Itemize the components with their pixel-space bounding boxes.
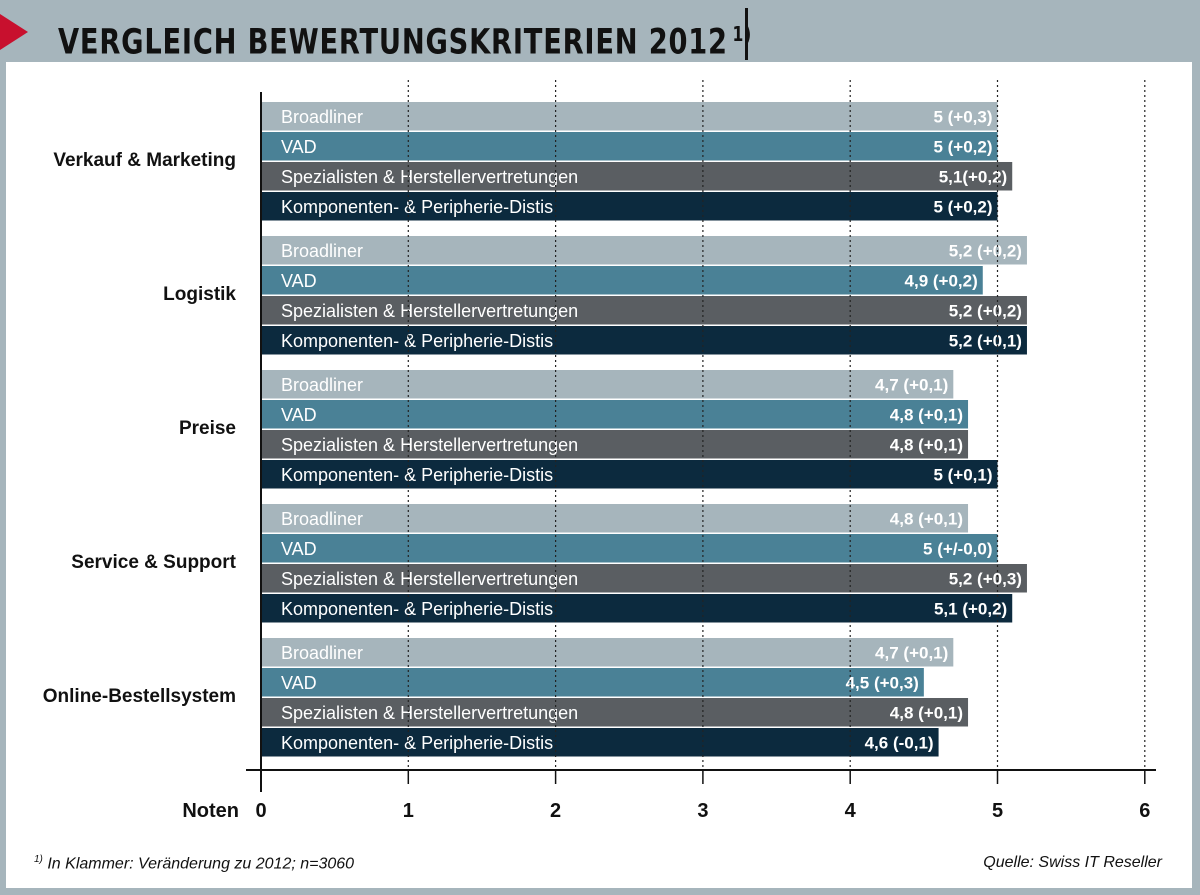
bar [261,564,1027,593]
x-tick-label: 1 [403,800,414,822]
bar-chart: Broadliner 5 (+0,3) VAD 5 (+0,2) Spezialiste… [43,80,1156,822]
bar-series-label: VAD [281,673,317,693]
bar-value-label: 4,8 (+0,1) [890,405,963,424]
footnote: 1) In Klammer: Veränderung zu 2012; n=30… [34,854,354,873]
bar-series-label: Broadliner [281,509,363,529]
bar [261,296,1027,325]
x-tick-label: 4 [845,800,857,822]
category-label: Service & Support [71,552,236,573]
bar-series-label: Broadliner [281,643,363,663]
bar [261,162,1013,191]
category-label: Online-Bestellsystem [43,686,236,707]
bar-series-label: Broadliner [281,375,363,395]
bar [261,132,998,161]
title-divider [745,8,748,60]
bar-value-label: 5,1(+0,2) [939,167,1008,186]
chart-panel: Broadliner 5 (+0,3) VAD 5 (+0,2) Spezialiste… [6,62,1192,888]
bar-series-label: VAD [281,405,317,425]
category-label: Logistik [163,284,236,305]
bar-series-label: Komponenten- & Peripherie-Distis [281,465,553,485]
bar [261,460,998,489]
chart-title-text: VERGLEICH BEWERTUNGSKRITERIEN 2012 [58,22,728,63]
footnote-mark: 1) [34,854,43,865]
title-footnote-mark: 1) [732,22,753,46]
bar-value-label: 4,9 (+0,2) [905,271,978,290]
bar-value-label: 4,8 (+0,1) [890,435,963,454]
x-tick-label: 2 [550,800,561,822]
bar [261,668,924,697]
bar-series-label: Broadliner [281,241,363,261]
bar-series-label: VAD [281,539,317,559]
bar [261,370,954,399]
footnote-text: In Klammer: Veränderung zu 2012; n=3060 [47,855,355,873]
bar-value-label: 5,2 (+0,3) [949,569,1022,588]
bar-series-label: Spezialisten & Herstellervertretungen [281,435,578,455]
bar [261,236,1027,265]
bar-series-label: VAD [281,271,317,291]
bar-value-label: 5 (+0,2) [933,197,992,216]
bar-value-label: 4,7 (+0,1) [875,375,948,394]
bar-value-label: 5 (+/-0,0) [923,539,992,558]
bar-value-label: 5,2 (+0,2) [949,301,1022,320]
category-label: Preise [179,418,236,439]
bar [261,534,998,563]
bar [261,504,969,533]
bar [261,430,969,459]
bar-value-label: 5,2 (+0,1) [949,331,1022,350]
bar-value-label: 5 (+0,1) [933,465,992,484]
bar-series-label: Komponenten- & Peripherie-Distis [281,197,553,217]
x-axis-title: Noten [182,800,239,822]
bar-value-label: 5 (+0,3) [933,107,992,126]
bar-series-label: Komponenten- & Peripherie-Distis [281,733,553,753]
x-tick-label: 0 [255,800,266,822]
x-tick-label: 3 [697,800,708,822]
bar-value-label: 5,1 (+0,2) [934,599,1007,618]
bar-value-label: 4,5 (+0,3) [846,673,919,692]
bar-series-label: Spezialisten & Herstellervertretungen [281,569,578,589]
bar [261,638,954,667]
title-arrow-icon [0,14,28,50]
bar-series-label: Spezialisten & Herstellervertretungen [281,301,578,321]
bar [261,326,1027,355]
header: VERGLEICH BEWERTUNGSKRITERIEN 2012 1) [0,0,1200,63]
bar-value-label: 4,7 (+0,1) [875,643,948,662]
x-tick-label: 6 [1139,800,1150,822]
bar-value-label: 4,8 (+0,1) [890,703,963,722]
bar-series-label: Spezialisten & Herstellervertretungen [281,703,578,723]
x-tick-label: 5 [992,800,1003,822]
category-label: Verkauf & Marketing [53,150,236,171]
bar [261,594,1013,623]
bar [261,728,939,757]
bar-value-label: 5 (+0,2) [933,137,992,156]
bar-series-label: Komponenten- & Peripherie-Distis [281,331,553,351]
bar-series-label: Spezialisten & Herstellervertretungen [281,167,578,187]
source-note: Quelle: Swiss IT Reseller [983,854,1162,871]
bar [261,192,998,221]
bar [261,400,969,429]
bar-series-label: Broadliner [281,107,363,127]
bar-series-label: Komponenten- & Peripherie-Distis [281,599,553,619]
bar-series-label: VAD [281,137,317,157]
chart-title: VERGLEICH BEWERTUNGSKRITERIEN 2012 1) [58,10,752,67]
bar-value-label: 4,6 (-0,1) [865,733,934,752]
bar-value-label: 5,2 (+0,2) [949,241,1022,260]
bar [261,102,998,131]
bar-value-label: 4,8 (+0,1) [890,509,963,528]
bar [261,266,983,295]
